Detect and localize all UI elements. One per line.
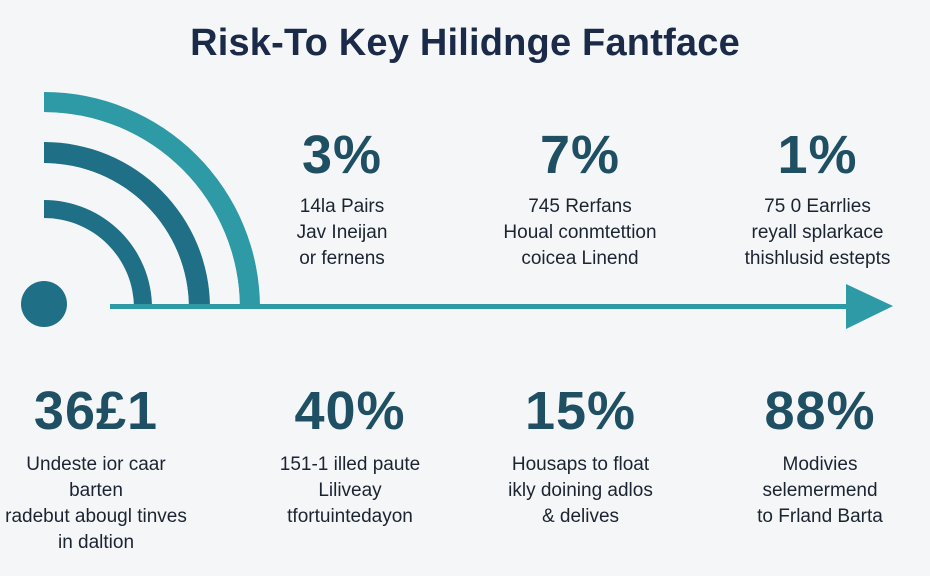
stat-line: Housaps to float bbox=[511, 454, 650, 475]
stat-bottom-4: 88% Modivies selemermend to Frland Barta bbox=[740, 384, 900, 530]
stat-line: in daltion bbox=[57, 532, 135, 553]
stat-value: 15% bbox=[524, 381, 637, 441]
stat-line: ikly doining adlos bbox=[508, 480, 653, 501]
stat-bottom-2: 40% 151-1 illed paute Liliveay tfortuint… bbox=[255, 384, 445, 530]
stat-line: & delives bbox=[541, 506, 620, 527]
stat-line: thishlusid estepts bbox=[744, 248, 891, 269]
stat-value: 36£1 bbox=[33, 381, 159, 441]
stat-line: coicea Linend bbox=[521, 248, 639, 269]
stat-line: tfortuintedayon bbox=[287, 506, 413, 527]
stat-line: or fernens bbox=[299, 248, 385, 269]
stat-line: 75 0 Earrlies bbox=[764, 196, 871, 217]
stat-line: Modivies bbox=[782, 454, 858, 475]
stat-line: 745 Rerfans bbox=[528, 196, 632, 217]
stat-line: radebut abougl tinves bbox=[5, 506, 187, 527]
stat-bottom-3: 15% Housaps to float ikly doining adlos … bbox=[488, 384, 673, 530]
stat-top-3: 1% 75 0 Earrlies reyall splarkace thishl… bbox=[725, 128, 910, 272]
stat-line: selemermend bbox=[762, 480, 878, 501]
stat-value: 40% bbox=[294, 381, 406, 441]
stat-line: Liliveay bbox=[318, 480, 382, 501]
stat-top-2: 7% 745 Rerfans Houal conmtettion coicea … bbox=[480, 128, 680, 272]
page-title: Risk-To Key Hilidnge Fantface bbox=[190, 22, 740, 64]
stat-value: 1% bbox=[777, 125, 858, 185]
signal-dot bbox=[21, 281, 67, 327]
stat-line: Undeste ior caar barten bbox=[26, 454, 166, 501]
stat-value: 7% bbox=[539, 125, 621, 185]
stat-line: Houal conmtettion bbox=[503, 222, 657, 243]
stat-line: 151-1 illed paute bbox=[279, 454, 421, 475]
stat-bottom-1: 36£1 Undeste ior caar barten radebut abo… bbox=[0, 384, 192, 556]
arrow-right-icon bbox=[110, 284, 893, 329]
stat-value: 88% bbox=[764, 381, 876, 441]
stat-line: reyall splarkace bbox=[751, 222, 884, 243]
stat-top-1: 3% 14la Pairs Jav Ineijan or fernens bbox=[262, 128, 422, 272]
stat-value: 3% bbox=[301, 125, 383, 185]
stat-line: Jav Ineijan bbox=[296, 222, 388, 243]
stat-line: to Frland Barta bbox=[757, 506, 883, 527]
stat-line: 14la Pairs bbox=[299, 196, 385, 217]
signal-arcs-icon bbox=[44, 92, 260, 308]
